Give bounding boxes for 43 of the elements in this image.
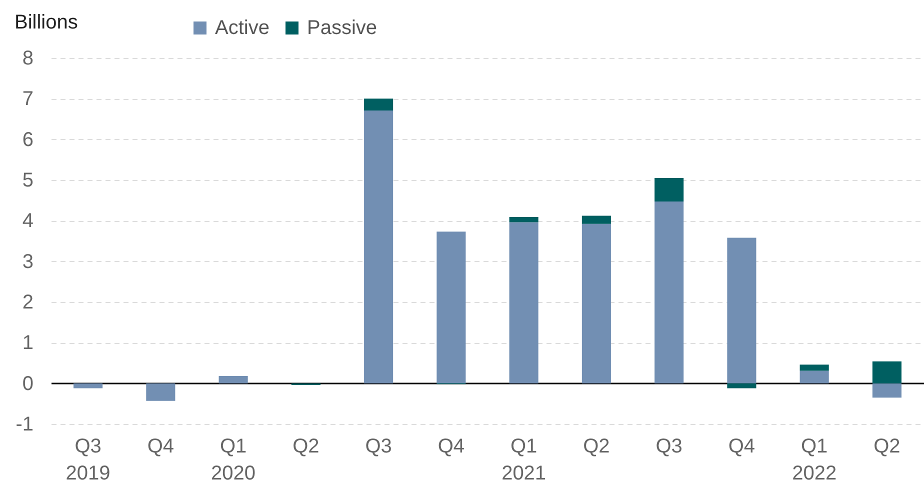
bar [800,370,829,384]
y-tick-label: 5 [22,170,34,192]
bar [800,364,829,371]
x-tick-label: Q4 [728,436,756,458]
y-tick-label: -1 [16,414,34,436]
legend-label: Passive [307,17,378,39]
x-tick-label: Q3 [365,436,392,458]
x-tick-label: Q1 2022 [792,436,837,484]
bar [654,202,684,384]
bar [364,110,394,384]
y-tick-label: 8 [22,48,34,70]
x-tick-label: Q2 [874,436,900,458]
x-tick-label: Q3 [656,436,682,458]
bar [74,383,103,388]
x-tick-label: Q3 2019 [66,436,110,484]
y-tick-label: 3 [22,250,34,273]
y-tick-label: 1 [22,332,34,354]
bar [582,216,611,224]
bar [872,361,902,384]
y-tick-label: 7 [22,88,34,110]
y-tick-label: 4 [22,210,34,232]
bar [654,178,684,202]
x-tick-label: Q2 [292,436,320,458]
x-tick-label: Q1 2021 [502,436,546,484]
y-axis-title: Billions [14,12,78,34]
y-tick-label: 2 [22,292,34,314]
bar [146,383,176,401]
bar [218,376,248,384]
legend-label: Active [215,17,270,39]
x-tick-label: Q4 [438,436,465,458]
x-tick-label: Q2 [583,436,610,458]
bar [582,224,611,384]
bar [727,238,756,384]
bar [727,383,756,388]
x-tick-label: Q1 2020 [211,436,256,484]
bar [509,217,538,222]
bar [364,98,394,110]
y-tick-label: 0 [22,372,34,395]
x-tick-label: Q4 [147,436,174,458]
bar [872,383,902,398]
y-tick-label: 6 [22,128,34,151]
bar [509,222,538,384]
bar [436,232,466,384]
